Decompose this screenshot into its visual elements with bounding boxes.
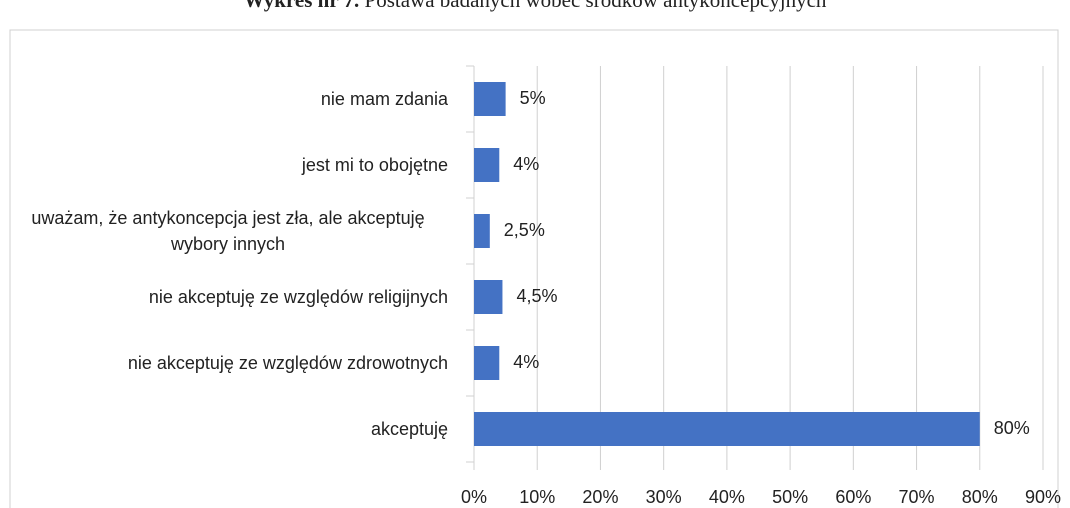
chart-frame <box>9 29 1059 508</box>
data-label: 80% <box>994 418 1030 438</box>
x-tick-label: 30% <box>646 487 682 507</box>
x-tick-label: 70% <box>899 487 935 507</box>
category-label-box: uważam, że antykoncepcja jest zła, ale a… <box>0 191 448 271</box>
bar <box>474 280 503 314</box>
category-label-box: nie mam zdania <box>0 59 448 139</box>
data-label: 5% <box>520 88 546 108</box>
y-tick-label: nie akceptuję ze względów religijnych <box>148 287 448 307</box>
x-tick-label: 60% <box>835 487 871 507</box>
title-text: Postawa badanych wobec środków antykonce… <box>365 0 827 12</box>
x-tick-label: 10% <box>519 487 555 507</box>
category-label-wrap: nie akceptuję ze względów religijnych <box>0 257 448 337</box>
data-label: 4% <box>513 154 539 174</box>
x-tick-label: 40% <box>709 487 745 507</box>
category-label-wrap: nie akceptuję ze względów zdrowotnych <box>0 323 448 403</box>
category-label-wrap: uważam, że antykoncepcja jest zła, ale a… <box>0 191 448 271</box>
x-tick-label: 90% <box>1025 487 1061 507</box>
bar <box>474 148 500 182</box>
x-tick-label: 50% <box>772 487 808 507</box>
chart-title: Wykres nr 7. Postawa badanych wobec środ… <box>244 0 827 12</box>
bar <box>474 214 490 248</box>
x-tick-label: 80% <box>962 487 998 507</box>
y-tick-label: nie akceptuję ze względów zdrowotnych <box>127 353 448 373</box>
y-tick-label: nie mam zdania <box>320 89 448 109</box>
category-label-box: akceptuję <box>0 389 448 469</box>
category-label-box: nie akceptuję ze względów zdrowotnych <box>0 323 448 403</box>
title-prefix: Wykres nr 7. <box>244 0 360 12</box>
category-label-box: nie akceptuję ze względów religijnych <box>0 257 448 337</box>
y-tick-label: jest mi to obojętne <box>301 155 448 175</box>
category-label-box: jest mi to obojętne <box>0 125 448 205</box>
bar <box>474 82 506 116</box>
data-label: 4% <box>513 352 539 372</box>
x-tick-label: 20% <box>582 487 618 507</box>
data-label: 4,5% <box>516 286 557 306</box>
y-tick-label: uważam, że antykoncepcja jest zła, ale a… <box>31 208 425 254</box>
data-label: 2,5% <box>504 220 545 240</box>
category-label-wrap: nie mam zdania <box>0 59 448 139</box>
category-label-wrap: jest mi to obojętne <box>0 125 448 205</box>
category-label-wrap: akceptuję <box>0 389 448 469</box>
y-tick-label: akceptuję <box>370 419 448 439</box>
bar <box>474 412 980 446</box>
bar <box>474 346 500 380</box>
x-tick-label: 0% <box>461 487 487 507</box>
